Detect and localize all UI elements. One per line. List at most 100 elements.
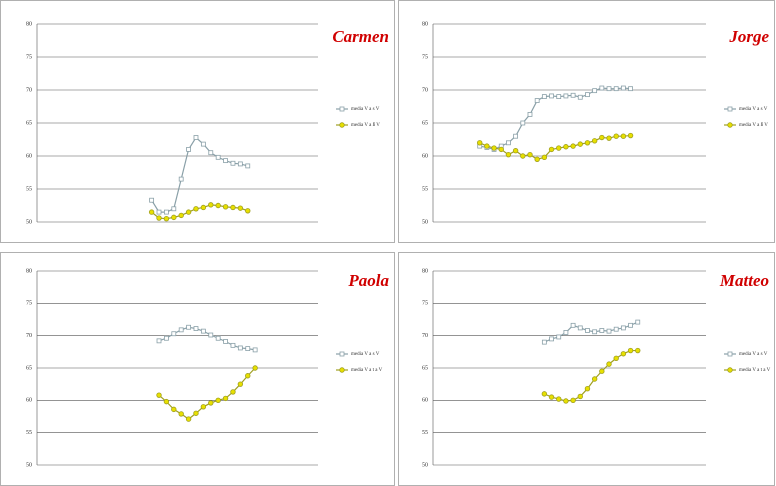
point-marker	[505, 151, 512, 158]
point-marker	[620, 351, 627, 357]
legend-label: media V a t a V	[739, 368, 771, 373]
point-marker	[200, 328, 206, 334]
point-marker	[613, 86, 619, 92]
point-marker	[230, 204, 236, 211]
point-marker	[549, 93, 554, 99]
point-marker	[570, 322, 576, 328]
point-marker	[237, 381, 244, 387]
y-tick-label: 50	[422, 219, 428, 225]
point-marker	[628, 322, 633, 328]
point-marker	[541, 391, 548, 397]
point-marker	[520, 153, 526, 159]
y-tick-label: 55	[26, 430, 32, 436]
point-marker	[599, 85, 605, 91]
point-marker	[222, 204, 229, 210]
panel-border	[398, 252, 775, 486]
point-marker	[149, 197, 155, 203]
point-marker	[512, 148, 519, 154]
y-tick-label: 75	[26, 301, 32, 307]
point-marker	[252, 347, 258, 353]
panel-border	[398, 0, 775, 243]
point-marker	[252, 365, 258, 371]
point-marker	[484, 143, 490, 149]
chart-panel: 50 55 60 65 70 75 80 media V a s V media V a ß V…	[0, 0, 395, 243]
point-marker	[178, 212, 184, 219]
point-marker	[230, 342, 236, 348]
point-marker	[171, 331, 177, 337]
point-marker	[156, 215, 162, 221]
point-marker	[599, 328, 605, 333]
point-marker	[577, 94, 583, 100]
point-marker	[491, 145, 497, 151]
legend-label: media V a ß V	[739, 123, 768, 128]
point-marker	[606, 361, 612, 367]
y-tick-label: 75	[422, 54, 428, 60]
point-marker	[156, 338, 162, 344]
point-marker	[591, 138, 598, 144]
point-marker	[591, 376, 598, 382]
point-marker	[620, 325, 626, 331]
point-marker	[156, 392, 162, 398]
point-marker	[245, 346, 251, 351]
point-marker	[193, 326, 199, 331]
legend-label: media V a ß V	[351, 123, 380, 128]
point-marker	[178, 411, 184, 417]
point-marker	[215, 154, 221, 160]
point-marker	[534, 156, 540, 162]
y-tick-label: 55	[422, 186, 428, 192]
point-marker	[476, 140, 483, 146]
point-marker	[606, 135, 612, 141]
point-marker	[563, 144, 569, 150]
y-tick-label: 70	[26, 87, 32, 93]
y-tick-label: 50	[422, 462, 428, 468]
legend-marker	[339, 351, 345, 357]
chart-title: Matteo	[719, 271, 769, 290]
point-marker	[556, 396, 562, 402]
y-tick-label: 80	[26, 268, 32, 274]
point-marker	[570, 143, 576, 149]
point-marker	[215, 202, 221, 209]
legend-label: media V a t a V	[351, 368, 383, 373]
point-marker	[606, 86, 612, 92]
point-marker	[592, 329, 598, 335]
y-tick-label: 80	[422, 21, 428, 27]
point-marker	[527, 151, 533, 158]
series-line	[479, 134, 631, 160]
point-marker	[563, 93, 569, 99]
point-marker	[208, 332, 214, 338]
point-marker	[186, 324, 191, 330]
series-line	[479, 87, 631, 151]
point-marker	[237, 345, 243, 351]
point-marker	[527, 112, 533, 117]
y-tick-label: 70	[422, 87, 428, 93]
point-marker	[592, 88, 598, 94]
y-tick-label: 60	[26, 153, 32, 159]
y-tick-label: 65	[26, 120, 32, 126]
y-tick-label: 75	[26, 54, 32, 60]
point-marker	[186, 146, 191, 152]
chart-panel: 50 55 60 65 70 75 80 media V a s V media V a ß V…	[398, 0, 775, 243]
chart-title: Jorge	[728, 27, 769, 46]
y-tick-label: 70	[422, 333, 428, 339]
point-marker	[171, 206, 177, 212]
point-marker	[548, 146, 555, 153]
y-tick-label: 65	[422, 365, 428, 371]
point-marker	[613, 133, 619, 139]
legend-label: media V a s V	[351, 352, 380, 357]
point-marker	[549, 336, 554, 342]
legend-marker	[727, 122, 733, 128]
point-marker	[230, 160, 236, 166]
point-marker	[185, 416, 192, 422]
point-marker	[215, 397, 221, 404]
point-marker	[245, 373, 251, 379]
y-tick-label: 80	[422, 268, 428, 274]
y-tick-label: 60	[422, 153, 428, 159]
legend-marker	[727, 367, 733, 373]
point-marker	[620, 133, 627, 139]
point-marker	[628, 86, 633, 92]
point-marker	[163, 398, 170, 405]
point-marker	[570, 92, 576, 98]
point-marker	[599, 368, 605, 374]
chart-title: Carmen	[332, 27, 389, 46]
